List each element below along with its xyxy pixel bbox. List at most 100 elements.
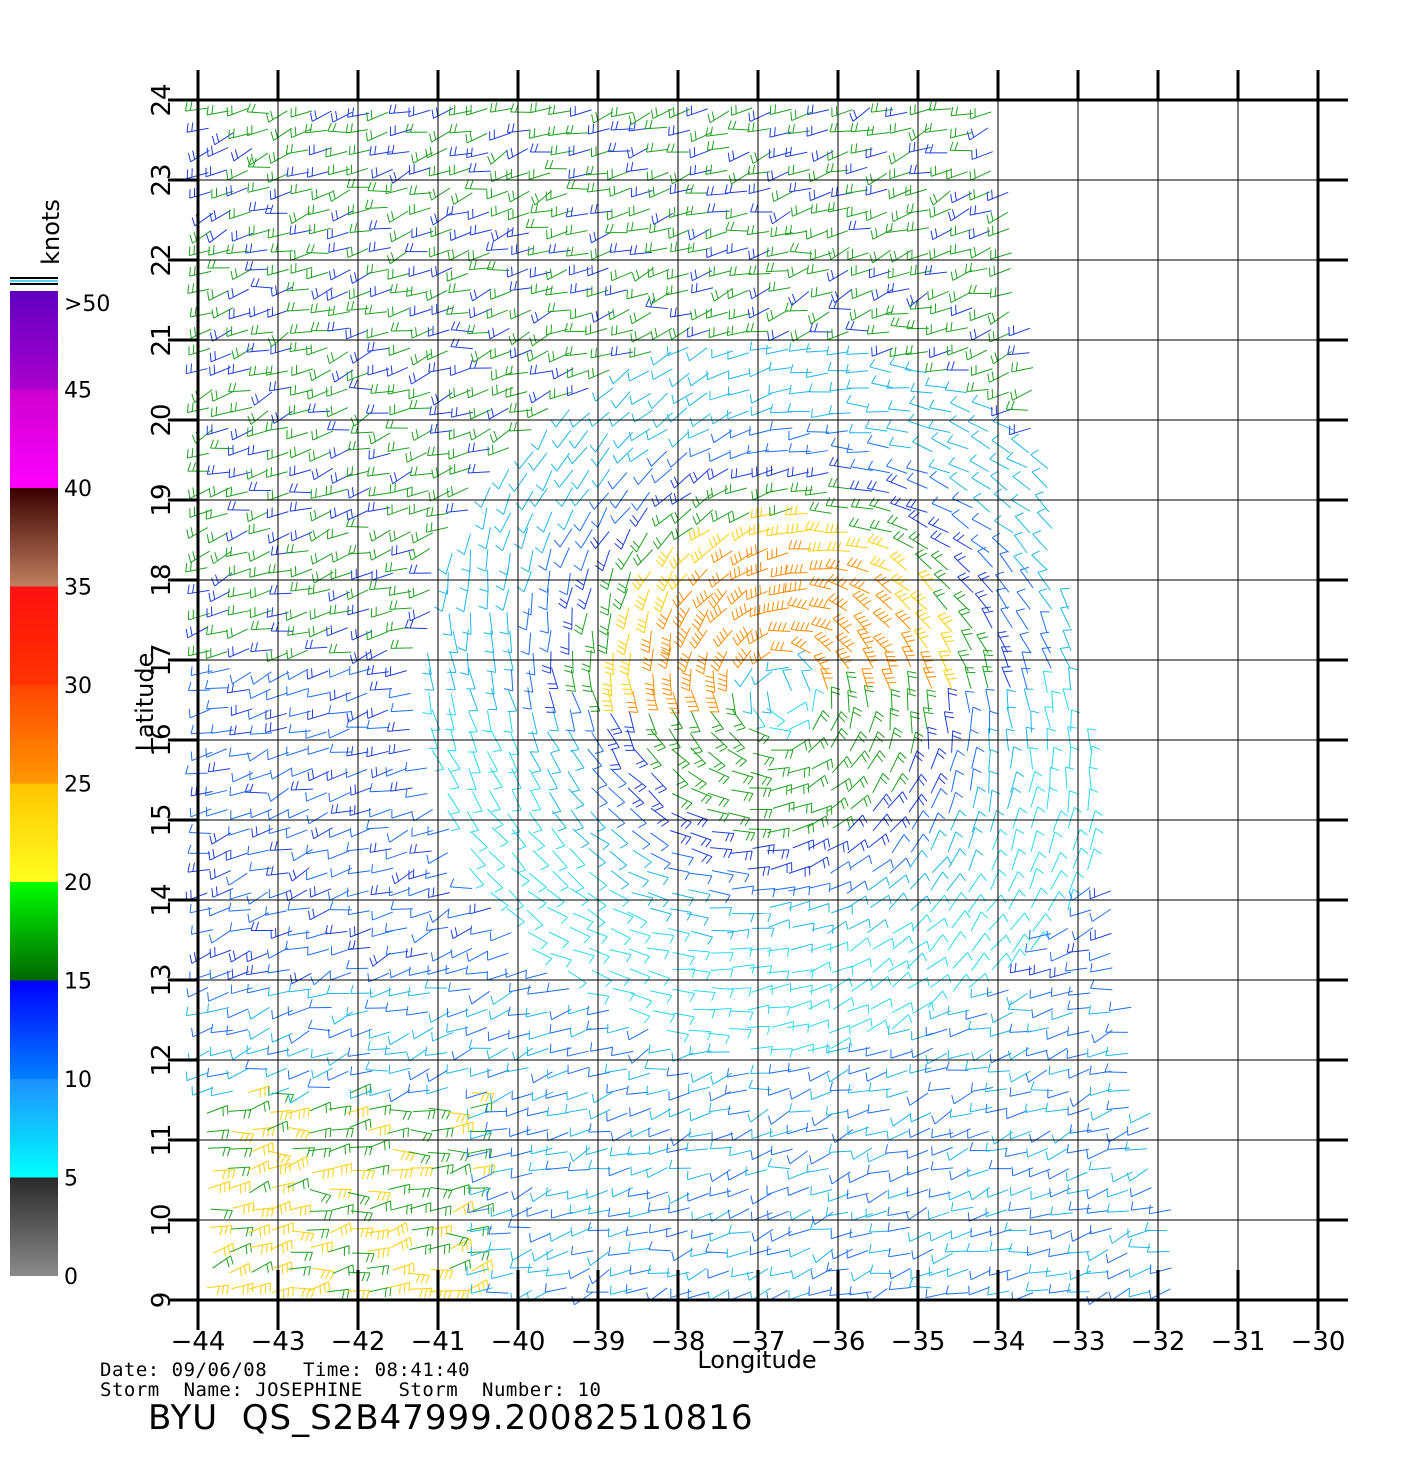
wind-barb	[230, 984, 253, 995]
wind-barb	[469, 224, 492, 236]
wind-barb	[306, 870, 328, 881]
wind-barb	[264, 722, 288, 733]
latitude-label: 14	[147, 883, 177, 916]
wind-barb	[808, 999, 831, 1010]
wind-barb	[607, 728, 620, 751]
wind-barb	[388, 1064, 411, 1075]
wind-barb	[246, 1045, 269, 1055]
wind-barb	[1025, 943, 1048, 953]
wind-barb	[1062, 629, 1073, 651]
wind-barb	[527, 1263, 550, 1274]
longitude-label: −41	[411, 1327, 466, 1357]
wind-barb	[225, 849, 248, 861]
wind-barb	[649, 907, 672, 922]
wind-barb	[708, 266, 731, 277]
wind-barb	[871, 997, 893, 1010]
wind-barb	[693, 989, 716, 1001]
wind-barb	[207, 1003, 230, 1013]
wind-barb	[745, 322, 769, 333]
wind-barb	[826, 1043, 849, 1054]
wind-barb	[492, 469, 510, 490]
wind-barb	[830, 861, 852, 874]
wind-barb	[329, 970, 352, 981]
wind-barb	[729, 1028, 752, 1039]
wind-barb	[612, 588, 629, 610]
wind-barb	[988, 770, 999, 794]
wind-barb	[228, 1181, 251, 1194]
wind-barb	[969, 169, 992, 181]
wind-barb	[628, 772, 647, 793]
wind-barb	[249, 306, 271, 318]
wind-barb	[869, 359, 892, 373]
wind-barb	[646, 1190, 669, 1200]
wind-barb	[210, 1208, 233, 1220]
wind-barb	[393, 1148, 416, 1162]
wind-barb	[705, 126, 728, 137]
wind-barb	[266, 690, 288, 701]
wind-barb	[210, 724, 234, 734]
wind-barb	[230, 402, 253, 413]
wind-barb	[266, 110, 288, 123]
wind-barb	[349, 926, 372, 938]
wind-barb	[326, 1052, 348, 1066]
wind-barb	[1106, 1203, 1130, 1213]
wind-barb	[1011, 362, 1034, 373]
wind-barb	[285, 828, 308, 839]
wind-barb	[246, 950, 268, 963]
wind-barb	[1059, 646, 1071, 669]
wind-barb	[291, 848, 313, 862]
wind-barb	[250, 620, 274, 631]
colorbar-label: 0	[64, 1265, 78, 1290]
wind-barb	[732, 626, 753, 646]
wind-barb	[805, 1122, 829, 1133]
wind-barb	[686, 811, 708, 828]
wind-barb	[1128, 1287, 1151, 1298]
wind-barb	[486, 951, 509, 961]
wind-barb	[608, 1207, 631, 1217]
wind-barb	[190, 724, 213, 735]
wind-barb	[549, 1024, 572, 1034]
wind-barb	[553, 547, 570, 569]
wind-barb	[207, 289, 229, 301]
wind-barb	[768, 147, 791, 159]
wind-barb	[229, 1147, 253, 1158]
colorbar-band	[10, 1079, 58, 1178]
wind-barb	[388, 743, 411, 755]
wind-barb	[366, 629, 388, 641]
wind-barb	[529, 769, 541, 791]
wind-barb	[329, 1188, 352, 1199]
wind-barb	[1001, 666, 1013, 688]
wind-barb	[468, 162, 491, 173]
wind-barb	[572, 949, 595, 964]
wind-barb	[748, 913, 772, 923]
wind-barb	[212, 1169, 236, 1180]
wind-barb	[971, 394, 994, 410]
wind-barb	[569, 488, 590, 507]
wind-barb	[264, 906, 288, 916]
wind-barb	[629, 312, 652, 325]
wind-barb	[790, 943, 813, 953]
colorbar-band	[10, 1177, 58, 1276]
wind-barb	[709, 907, 733, 917]
wind-barb	[930, 871, 949, 891]
wind-barb	[727, 1187, 749, 1198]
wind-barb	[965, 262, 988, 274]
wind-barb	[1108, 1001, 1132, 1012]
wind-barb	[908, 793, 928, 813]
wind-barb	[248, 225, 271, 237]
wind-barb	[489, 288, 512, 300]
wind-barb	[409, 185, 432, 195]
wind-barb	[466, 667, 476, 690]
wind-barb	[672, 1012, 695, 1026]
wind-barb	[468, 1039, 492, 1049]
wind-barb	[628, 205, 651, 217]
wind-barb	[310, 321, 334, 332]
wind-barb	[467, 442, 491, 453]
wind-barb	[767, 767, 790, 777]
wind-barb	[550, 409, 570, 428]
wind-barb	[931, 856, 953, 874]
wind-barb	[286, 668, 309, 680]
wind-barb	[751, 1129, 773, 1140]
wind-barb	[226, 1008, 249, 1019]
wind-barb	[808, 838, 831, 850]
